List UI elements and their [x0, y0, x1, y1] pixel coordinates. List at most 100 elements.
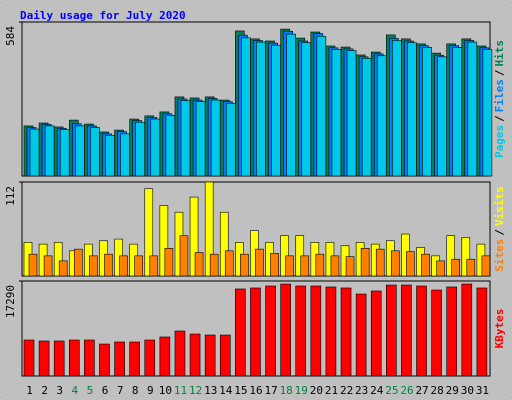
bar	[330, 255, 340, 277]
bar	[204, 334, 216, 377]
bar	[194, 252, 204, 277]
y-tick-label: 17290	[4, 285, 17, 318]
bar	[422, 47, 432, 177]
bar	[219, 334, 231, 377]
bar	[195, 101, 206, 177]
bar	[407, 42, 417, 177]
legend-entry: Sites	[493, 239, 506, 272]
bar	[134, 255, 143, 277]
bar	[401, 284, 412, 377]
bar	[119, 255, 128, 277]
bar	[105, 135, 115, 177]
x-tick-label: 19	[295, 384, 308, 397]
bar	[406, 251, 415, 277]
x-tick-label: 27	[415, 384, 428, 397]
bar	[165, 115, 176, 177]
bar	[331, 49, 342, 177]
bar	[295, 285, 307, 377]
bar	[29, 128, 40, 177]
bar	[265, 285, 276, 377]
x-tick-label: 20	[310, 384, 323, 397]
bar	[44, 125, 55, 177]
x-tick-label: 31	[476, 384, 489, 397]
bar	[180, 100, 191, 177]
bar	[189, 196, 199, 277]
bar	[270, 253, 279, 277]
bar	[179, 235, 189, 277]
bar	[144, 339, 156, 377]
x-tick-label: 5	[87, 384, 94, 397]
bar	[129, 341, 140, 377]
bar	[43, 255, 53, 277]
bar	[315, 253, 325, 277]
bar	[466, 258, 476, 277]
x-tick-label: 16	[249, 384, 262, 397]
bar	[74, 125, 85, 177]
x-tick-label: 10	[159, 384, 172, 397]
bar	[84, 339, 95, 377]
bar	[481, 255, 491, 277]
x-tick-label: 8	[132, 384, 139, 397]
bar	[149, 255, 159, 277]
bar	[360, 248, 370, 277]
bar	[280, 283, 291, 377]
bar	[452, 47, 463, 177]
x-tick-label: 14	[219, 384, 233, 397]
x-tick-label: 22	[340, 384, 353, 397]
legend-separator: /	[493, 69, 506, 76]
x-tick-label: 15	[234, 384, 247, 397]
bar	[461, 237, 471, 277]
x-tick-label: 26	[400, 384, 413, 397]
bar	[104, 253, 113, 277]
bar	[174, 330, 186, 377]
bar	[256, 41, 266, 177]
bar	[286, 33, 296, 177]
bar	[446, 235, 456, 277]
bar	[250, 287, 261, 377]
bar	[210, 99, 221, 177]
bar	[68, 339, 80, 377]
bar	[159, 205, 169, 277]
bar	[431, 289, 442, 377]
bar	[391, 250, 400, 277]
x-tick-label: 23	[355, 384, 368, 397]
bar	[73, 248, 83, 277]
bar	[255, 248, 264, 277]
bar	[189, 333, 201, 377]
bar	[114, 341, 125, 377]
bar	[375, 248, 385, 277]
bar	[421, 253, 430, 277]
x-tick-label: 2	[41, 384, 48, 397]
bar	[392, 40, 402, 177]
bar	[436, 260, 445, 277]
bar	[325, 286, 337, 377]
x-tick-label: 12	[189, 384, 202, 397]
y-tick-label: 584	[4, 26, 17, 46]
bar	[467, 41, 478, 177]
x-tick-label: 1	[26, 384, 33, 397]
x-tick-label: 30	[461, 384, 474, 397]
bar	[164, 248, 174, 277]
legend-entry: KBytes	[493, 309, 506, 349]
bar	[23, 339, 35, 377]
x-tick-label: 28	[431, 384, 444, 397]
x-tick-label: 18	[280, 384, 293, 397]
bar	[285, 255, 294, 277]
y-tick-label: 112	[4, 186, 17, 206]
bar	[224, 250, 234, 277]
x-tick-label: 9	[147, 384, 154, 397]
bar	[241, 37, 251, 177]
bar	[225, 102, 236, 177]
x-tick-label: 3	[56, 384, 63, 397]
legend: Sites / Visits	[493, 186, 506, 272]
legend-entry: Files	[493, 79, 506, 112]
bar	[271, 44, 281, 177]
bar	[301, 42, 312, 177]
bar	[58, 260, 68, 277]
legend: Pages / Files / Hits	[493, 40, 506, 158]
bar	[476, 287, 488, 377]
bar	[361, 58, 372, 177]
